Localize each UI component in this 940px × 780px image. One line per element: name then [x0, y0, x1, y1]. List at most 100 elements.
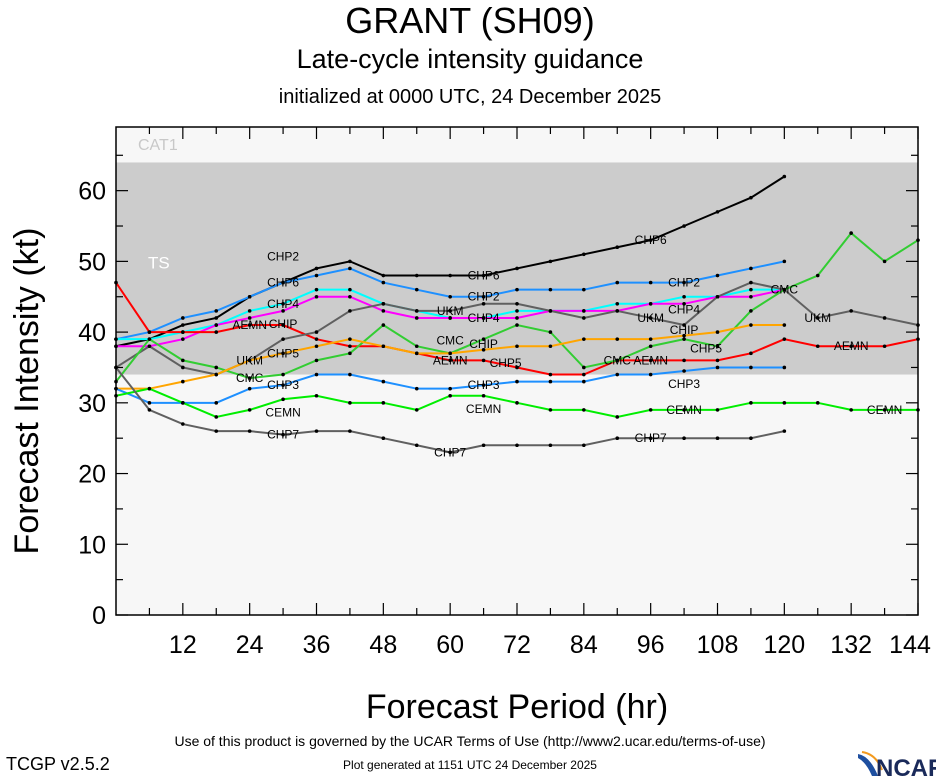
series-label-chp5: CHP5	[267, 346, 299, 360]
data-point	[481, 316, 486, 320]
data-point	[348, 259, 352, 264]
data-point	[214, 316, 219, 320]
data-point	[682, 408, 686, 412]
x-tick-label: 72	[503, 631, 531, 659]
data-point	[582, 252, 586, 257]
series-label-cemn: CEMN	[867, 403, 902, 417]
data-point	[648, 372, 653, 377]
data-point	[782, 287, 787, 292]
data-point	[314, 344, 319, 349]
x-axis-label: Forecast Period (hr)	[366, 688, 668, 726]
data-point	[214, 401, 219, 405]
data-point	[414, 443, 419, 448]
data-point	[247, 309, 252, 313]
series-label-cmc: CMC	[236, 371, 264, 385]
data-point	[414, 309, 419, 313]
series-label-chp5: CHP5	[690, 342, 722, 356]
data-point	[481, 294, 486, 299]
data-point	[314, 273, 319, 278]
data-point	[582, 365, 586, 370]
data-point	[247, 386, 252, 391]
data-point	[448, 450, 452, 455]
series-label-chp6: CHP6	[635, 233, 667, 247]
series-label-cmc: CMC	[604, 353, 632, 367]
data-point	[181, 379, 185, 384]
data-point	[214, 365, 219, 370]
x-tick-label: 84	[570, 631, 598, 659]
chart-subtitle: Late-cycle intensity guidance	[296, 44, 644, 74]
data-point	[181, 323, 185, 327]
data-point	[849, 231, 853, 235]
series-label-chp4: CHP4	[668, 303, 700, 317]
data-point	[381, 323, 386, 327]
data-point	[281, 309, 285, 313]
data-point	[582, 372, 586, 377]
data-point	[281, 337, 285, 341]
data-point	[414, 386, 419, 391]
data-point	[682, 294, 686, 299]
data-point	[481, 337, 486, 341]
data-point	[715, 273, 720, 278]
data-point	[348, 351, 352, 356]
x-tick-label: 132	[830, 631, 872, 659]
data-point	[749, 401, 753, 405]
data-point	[548, 259, 553, 264]
data-point	[515, 287, 519, 292]
series-label-ukm: UKM	[437, 304, 464, 318]
series-label-chip: CHIP	[469, 337, 498, 351]
initialization-time: initialized at 0000 UTC, 24 December 202…	[278, 86, 662, 108]
data-point	[648, 337, 653, 341]
data-point	[181, 401, 185, 405]
data-point	[749, 287, 753, 292]
data-point	[749, 195, 753, 200]
series-label-chp4: CHP4	[468, 311, 500, 325]
series-label-ukm: UKM	[637, 311, 664, 325]
ncar-logo: NCAR	[858, 751, 936, 778]
data-point	[381, 436, 386, 440]
data-point	[348, 372, 352, 377]
data-point	[214, 415, 219, 419]
data-point	[515, 344, 519, 349]
series-label-aemn: AEMN	[433, 353, 468, 367]
data-point	[815, 401, 820, 405]
data-point	[715, 408, 720, 412]
data-point	[247, 323, 252, 327]
series-label-chp6: CHP6	[267, 276, 299, 290]
data-point	[381, 309, 386, 313]
data-point	[582, 309, 586, 313]
x-tick-label: 12	[169, 631, 197, 659]
x-tick-label: 36	[303, 631, 331, 659]
series-label-chp2: CHP2	[267, 250, 299, 264]
data-point	[147, 344, 152, 349]
data-point	[849, 408, 853, 412]
data-point	[515, 302, 519, 306]
data-point	[281, 397, 285, 402]
data-point	[715, 294, 720, 299]
data-point	[882, 259, 887, 264]
data-point	[314, 330, 319, 334]
data-point	[515, 323, 519, 327]
data-point	[348, 294, 352, 299]
data-point	[314, 266, 319, 271]
y-tick-label: 0	[92, 602, 106, 630]
plot-generated-text: Plot generated at 1151 UTC 24 December 2…	[343, 758, 597, 772]
svg-text:NCAR: NCAR	[876, 755, 936, 778]
data-point	[281, 280, 285, 285]
series-label-aemn: AEMN	[834, 339, 869, 353]
data-point	[448, 316, 452, 320]
terms-of-use-text: Use of this product is governed by the U…	[174, 733, 766, 749]
data-point	[381, 302, 386, 306]
data-point	[782, 365, 787, 370]
data-point	[448, 273, 452, 278]
data-point	[448, 351, 452, 356]
data-point	[414, 344, 419, 349]
data-point	[749, 436, 753, 440]
data-point	[181, 365, 185, 370]
data-point	[214, 309, 219, 313]
data-point	[247, 294, 252, 299]
data-point	[682, 280, 686, 285]
data-point	[314, 294, 319, 299]
data-point	[715, 330, 720, 334]
